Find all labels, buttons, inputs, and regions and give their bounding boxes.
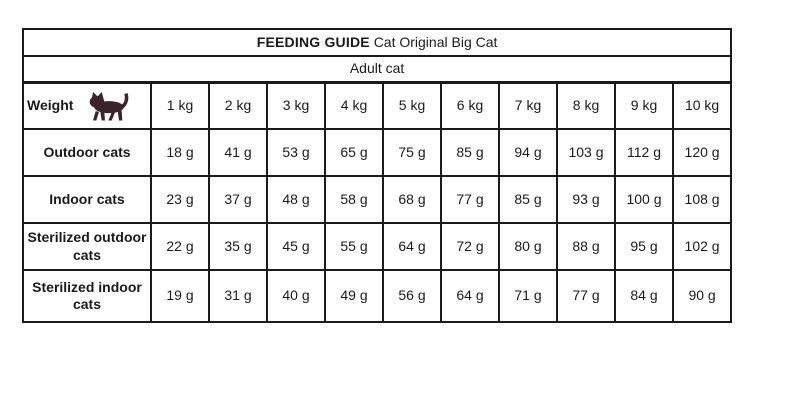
feeding-value: 65 g	[324, 128, 384, 177]
feeding-value: 22 g	[150, 222, 210, 271]
cat-silhouette-icon	[90, 92, 129, 121]
feeding-value: 19 g	[150, 269, 210, 323]
weight-col-7: 7 kg	[498, 80, 558, 130]
table-row-outdoor-cats: Outdoor cats 18 g 41 g 53 g 65 g 75 g 85…	[22, 128, 733, 177]
feeding-value: 56 g	[382, 269, 442, 323]
feeding-guide-table: FEEDING GUIDE Cat Original Big Cat Adult…	[21, 28, 733, 323]
feeding-value: 71 g	[498, 269, 558, 323]
feeding-value: 84 g	[614, 269, 674, 323]
feeding-value: 85 g	[440, 128, 500, 177]
feeding-value: 41 g	[208, 128, 268, 177]
feeding-value: 100 g	[614, 175, 674, 224]
weight-col-8: 8 kg	[556, 80, 616, 130]
weight-col-2: 2 kg	[208, 80, 268, 130]
feeding-value: 55 g	[324, 222, 384, 271]
feeding-value: 94 g	[498, 128, 558, 177]
feeding-value: 103 g	[556, 128, 616, 177]
feeding-value: 77 g	[556, 269, 616, 323]
weight-label: Weight	[27, 97, 74, 113]
weight-col-9: 9 kg	[614, 80, 674, 130]
feeding-value: 48 g	[266, 175, 326, 224]
feeding-value: 45 g	[266, 222, 326, 271]
table-title: FEEDING GUIDE Cat Original Big Cat	[21, 28, 733, 57]
feeding-value: 90 g	[671, 269, 733, 323]
feeding-value: 95 g	[614, 222, 674, 271]
weight-header-row: Weight 1 kg 2 kg 3	[22, 80, 733, 130]
weight-header-cell: Weight	[22, 80, 152, 130]
feeding-value: 72 g	[440, 222, 500, 271]
feeding-value: 102 g	[671, 222, 733, 271]
feeding-value: 77 g	[440, 175, 500, 224]
row-label-outdoor-cats: Outdoor cats	[22, 128, 152, 177]
feeding-value: 18 g	[150, 128, 210, 177]
row-label-sterilized-indoor-cats: Sterilized indoor cats	[22, 269, 152, 323]
feeding-value: 108 g	[671, 175, 733, 224]
feeding-value: 64 g	[440, 269, 500, 323]
table-row-sterilized-outdoor-cats: Sterilized outdoor cats 22 g 35 g 45 g 5…	[22, 222, 733, 271]
weight-col-5: 5 kg	[382, 80, 442, 130]
weight-col-6: 6 kg	[440, 80, 500, 130]
feeding-value: 49 g	[324, 269, 384, 323]
feeding-value: 37 g	[208, 175, 268, 224]
weight-col-10: 10 kg	[671, 80, 733, 130]
table-row-sterilized-indoor-cats: Sterilized indoor cats 19 g 31 g 40 g 49…	[22, 269, 733, 323]
feeding-value: 23 g	[150, 175, 210, 224]
feeding-value: 75 g	[382, 128, 442, 177]
feeding-value: 85 g	[498, 175, 558, 224]
feeding-value: 58 g	[324, 175, 384, 224]
subtitle-row: Adult cat	[21, 55, 733, 83]
title-row: FEEDING GUIDE Cat Original Big Cat	[21, 28, 733, 57]
row-label-indoor-cats: Indoor cats	[22, 175, 152, 224]
table-title-bold: FEEDING GUIDE	[256, 33, 370, 50]
row-label-sterilized-outdoor-cats: Sterilized outdoor cats	[22, 222, 152, 271]
feeding-value: 53 g	[266, 128, 326, 177]
weight-col-1: 1 kg	[150, 80, 210, 130]
table-subtitle: Adult cat	[21, 55, 733, 83]
feeding-value: 120 g	[671, 128, 733, 177]
feeding-value: 112 g	[614, 128, 674, 177]
weight-col-4: 4 kg	[324, 80, 384, 130]
feeding-value: 31 g	[208, 269, 268, 323]
feeding-value: 35 g	[208, 222, 268, 271]
weight-col-3: 3 kg	[266, 80, 326, 130]
feeding-value: 64 g	[382, 222, 442, 271]
feeding-value: 68 g	[382, 175, 442, 224]
feeding-value: 88 g	[556, 222, 616, 271]
feeding-value: 93 g	[556, 175, 616, 224]
feeding-value: 80 g	[498, 222, 558, 271]
table-title-product: Cat Original Big Cat	[373, 33, 498, 50]
feeding-value: 40 g	[266, 269, 326, 323]
table-row-indoor-cats: Indoor cats 23 g 37 g 48 g 58 g 68 g 77 …	[22, 175, 733, 224]
